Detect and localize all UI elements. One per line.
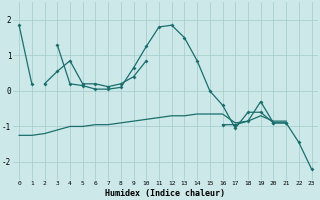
X-axis label: Humidex (Indice chaleur): Humidex (Indice chaleur) (105, 189, 225, 198)
